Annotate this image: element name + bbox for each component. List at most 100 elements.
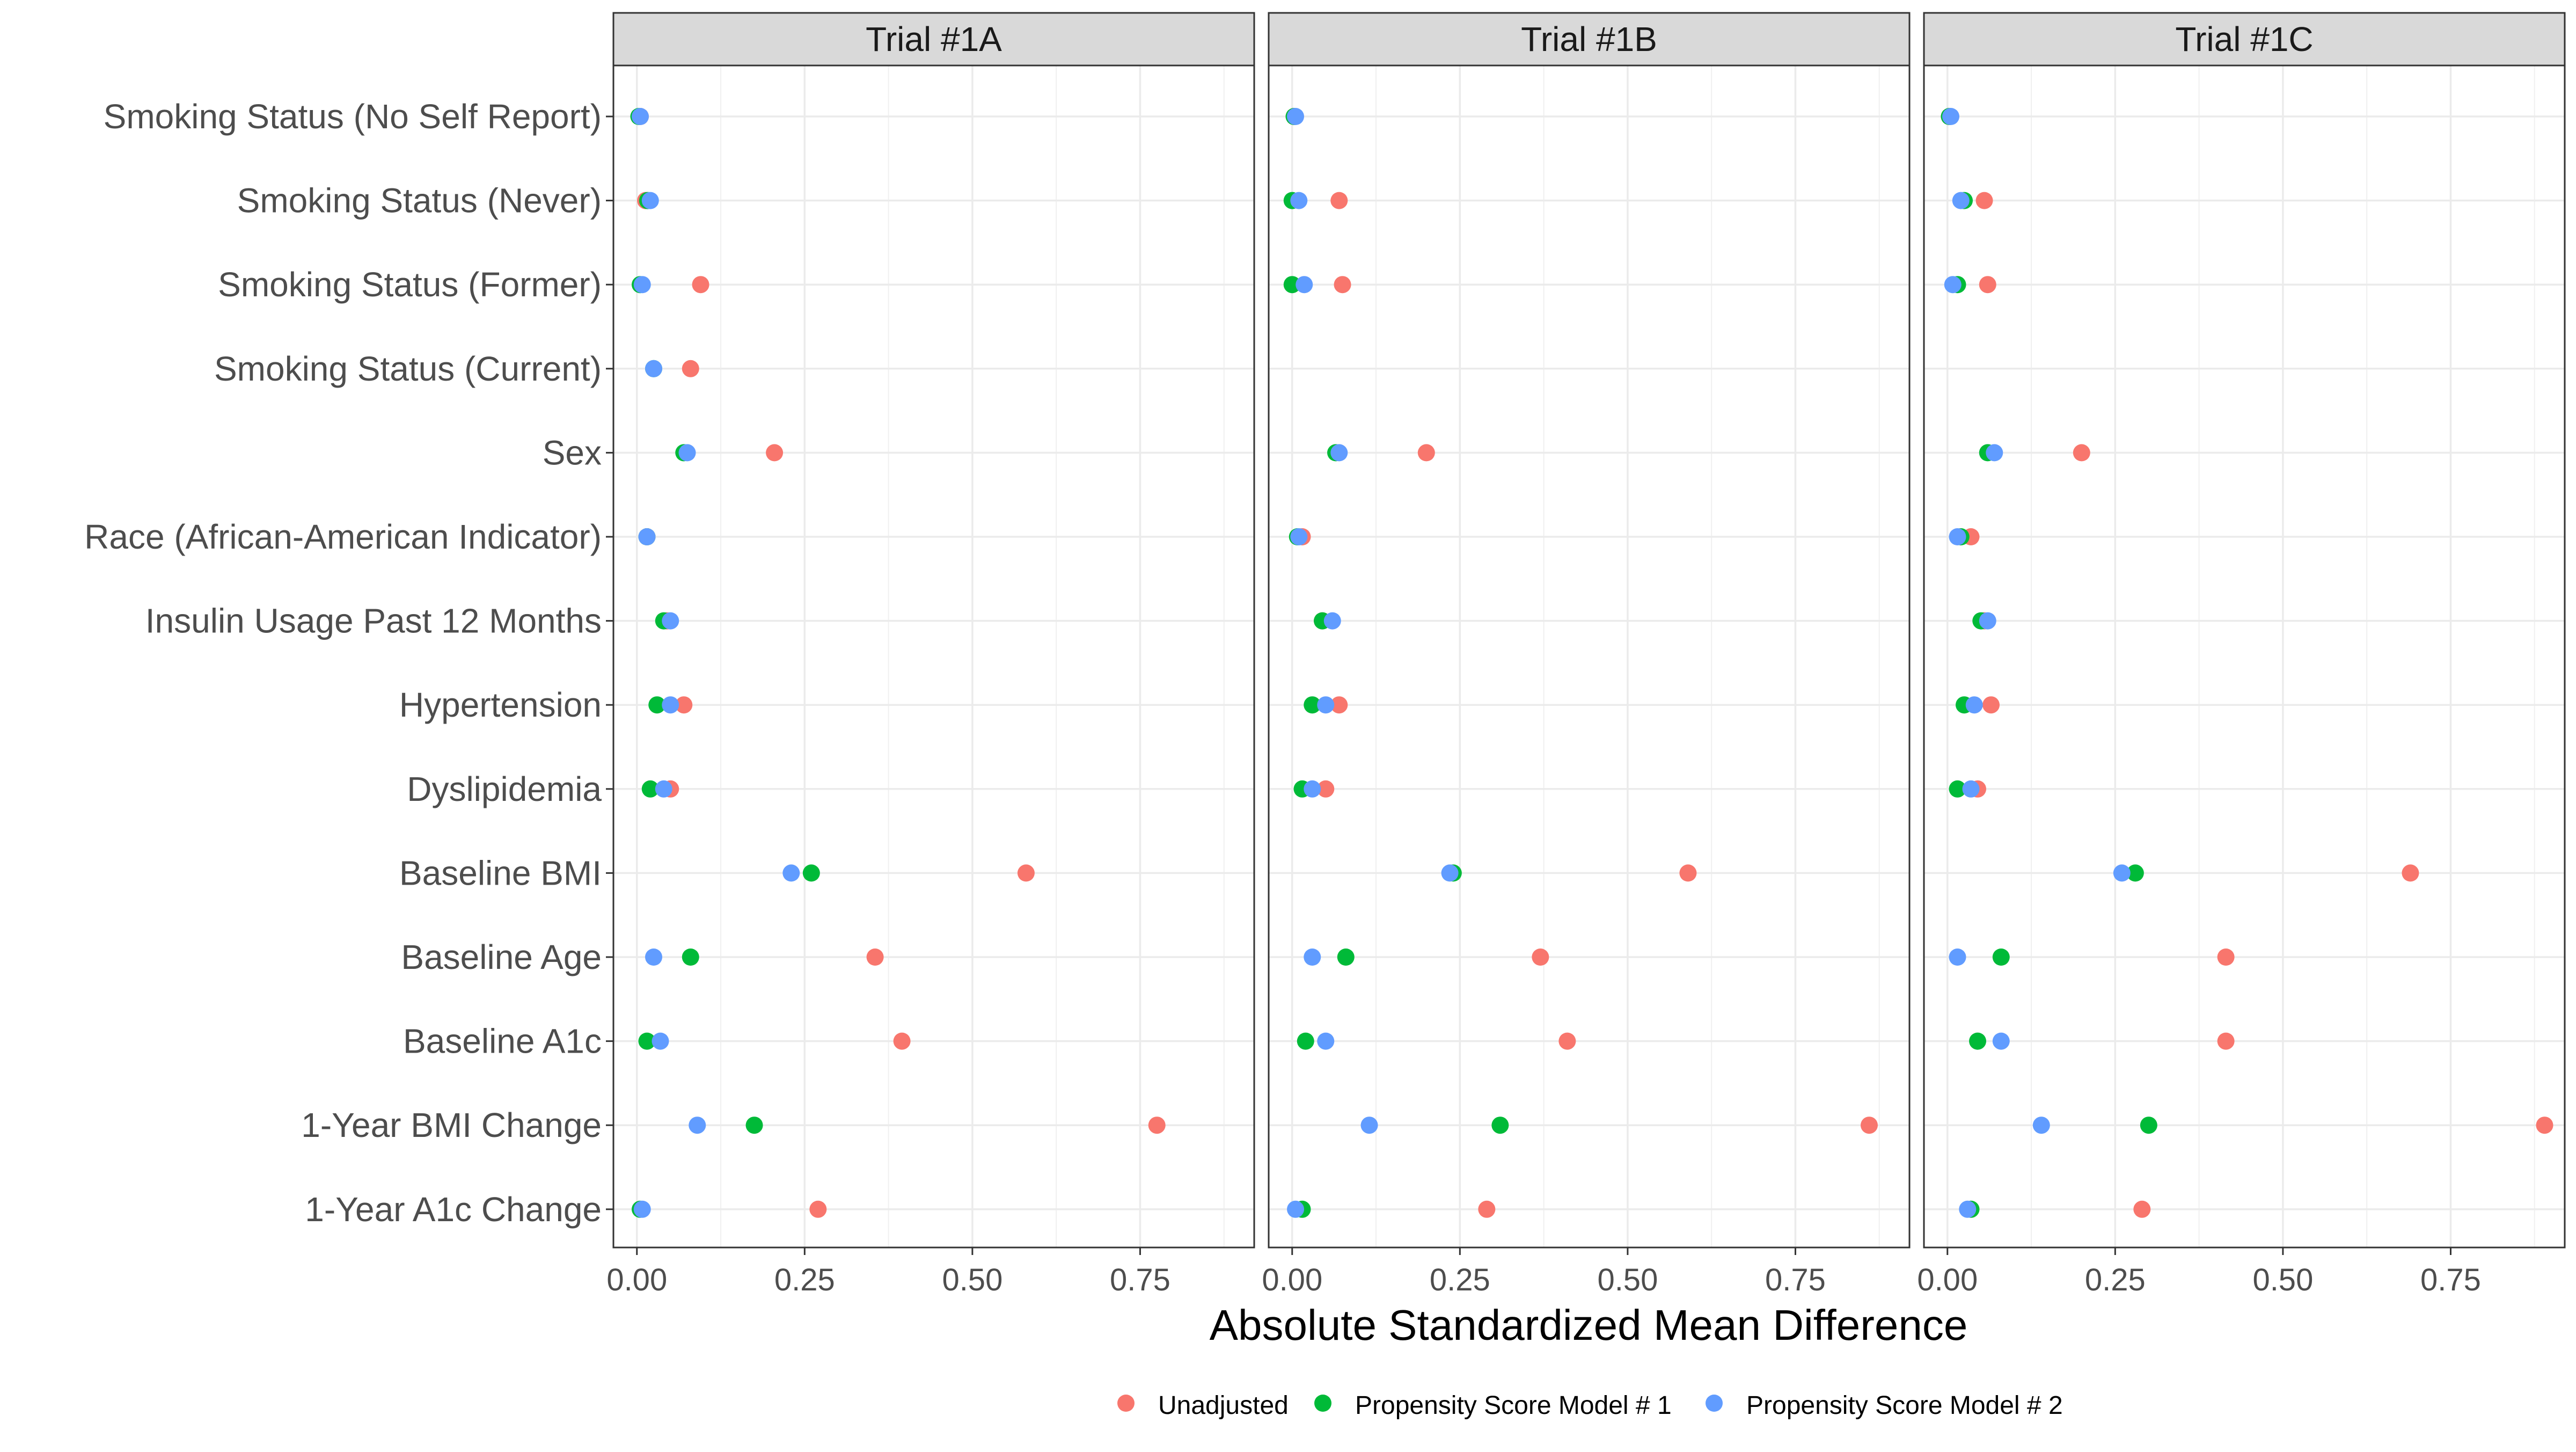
- y-tick-label: 1-Year A1c Change: [305, 1190, 602, 1229]
- data-point: [1949, 780, 1966, 798]
- data-point: [745, 1117, 763, 1134]
- x-tick-label: 0.75: [2420, 1263, 2481, 1297]
- data-point: [1148, 1117, 1166, 1134]
- legend-label: Propensity Score Model # 2: [1746, 1391, 2063, 1420]
- data-point: [2140, 1117, 2157, 1134]
- data-point: [638, 1032, 656, 1050]
- data-point: [1441, 864, 1459, 882]
- data-point: [641, 780, 659, 798]
- x-tick-label: 0.25: [1430, 1263, 1490, 1297]
- data-point: [1942, 108, 1960, 125]
- data-point: [1975, 192, 1993, 209]
- legend-swatch: [1706, 1395, 1723, 1412]
- data-point: [1287, 1200, 1305, 1218]
- y-tick-label: Race (African-American Indicator): [84, 517, 602, 556]
- data-point: [1959, 1200, 1977, 1218]
- data-point: [2073, 444, 2090, 462]
- data-point: [641, 192, 659, 209]
- facet-strip: [1268, 12, 1911, 67]
- facet-strip: [1923, 12, 2566, 67]
- data-point: [1297, 1032, 1314, 1050]
- x-tick-label: 0.00: [1262, 1263, 1322, 1297]
- data-point: [1304, 948, 1321, 966]
- legend-label: Propensity Score Model # 1: [1355, 1391, 1672, 1420]
- data-point: [1965, 696, 1983, 714]
- data-point: [802, 864, 820, 882]
- data-point: [1290, 528, 1308, 545]
- data-point: [1296, 276, 1313, 294]
- data-point: [645, 360, 663, 377]
- data-point: [1979, 612, 1996, 630]
- x-tick-label: 0.00: [606, 1263, 667, 1297]
- data-point: [1949, 948, 1966, 966]
- data-point: [2536, 1117, 2553, 1134]
- data-point: [648, 696, 666, 714]
- data-point: [1969, 1032, 1987, 1050]
- y-tick-label: Sex: [543, 433, 602, 472]
- data-point: [1334, 276, 1351, 294]
- data-point: [1323, 612, 1341, 630]
- x-tick-label: 0.25: [774, 1263, 835, 1297]
- data-point: [1949, 528, 1966, 545]
- data-point: [1982, 696, 2000, 714]
- data-point: [1304, 780, 1321, 798]
- x-tick-label: 0.75: [1765, 1263, 1826, 1297]
- facet-title: Trial #1C: [2175, 20, 2313, 59]
- data-point: [2032, 1117, 2050, 1134]
- data-point: [1944, 276, 1962, 294]
- facet-strip: [612, 12, 1255, 67]
- data-point: [652, 1032, 669, 1050]
- y-tick-label: Hypertension: [399, 685, 602, 724]
- x-tick-label: 0.50: [942, 1263, 1002, 1297]
- data-point: [766, 444, 784, 462]
- y-tick-label: Baseline A1c: [403, 1022, 602, 1061]
- data-point: [1962, 780, 1980, 798]
- data-point: [1360, 1117, 1378, 1134]
- data-point: [633, 1200, 651, 1218]
- data-point: [638, 528, 656, 545]
- data-point: [866, 948, 884, 966]
- y-tick-label: Smoking Status (Former): [218, 265, 602, 304]
- legend-swatch: [1117, 1395, 1135, 1412]
- data-point: [632, 108, 649, 125]
- data-point: [1283, 276, 1301, 294]
- data-point: [1986, 444, 2003, 462]
- panel-background: [1269, 65, 1909, 1247]
- x-tick-label: 0.75: [1110, 1263, 1170, 1297]
- data-point: [1304, 696, 1321, 714]
- x-tick-label: 0.50: [2252, 1263, 2313, 1297]
- data-point: [1992, 1032, 2010, 1050]
- data-point: [1287, 108, 1305, 125]
- data-point: [2133, 1200, 2151, 1218]
- y-tick-label: Smoking Status (Never): [237, 181, 602, 220]
- facet-title: Trial #1A: [866, 20, 1002, 59]
- x-tick-label: 0.50: [1597, 1263, 1658, 1297]
- data-point: [1979, 276, 1996, 294]
- data-point: [655, 780, 672, 798]
- data-point: [1290, 192, 1308, 209]
- legend-swatch: [1314, 1395, 1331, 1412]
- facet-title: Trial #1B: [1521, 20, 1657, 59]
- data-point: [645, 948, 663, 966]
- x-tick-label: 0.25: [2085, 1263, 2146, 1297]
- data-point: [682, 360, 699, 377]
- data-point: [1491, 1117, 1509, 1134]
- panel-background: [1924, 65, 2565, 1247]
- data-point: [662, 696, 679, 714]
- data-point: [1330, 696, 1348, 714]
- panel-background: [613, 65, 1254, 1247]
- data-point: [1679, 864, 1697, 882]
- data-point: [1478, 1200, 1496, 1218]
- data-point: [1317, 696, 1335, 714]
- data-point: [675, 696, 693, 714]
- data-point: [1337, 948, 1355, 966]
- data-point: [1017, 864, 1035, 882]
- data-point: [678, 444, 696, 462]
- data-point: [2126, 864, 2144, 882]
- data-point: [893, 1032, 911, 1050]
- data-point: [1417, 444, 1435, 462]
- data-point: [662, 612, 679, 630]
- y-tick-label: Baseline BMI: [399, 853, 602, 892]
